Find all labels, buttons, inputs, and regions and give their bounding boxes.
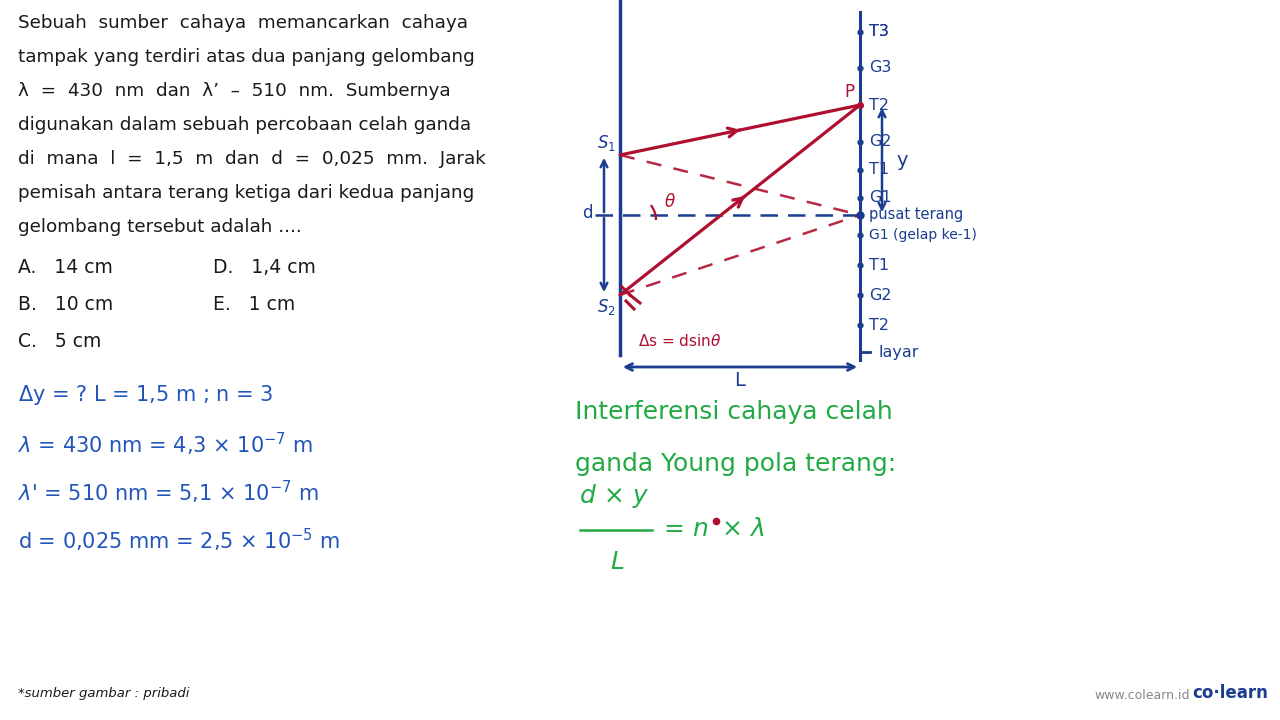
Text: $\lambda$ = 430 nm = 4,3 $\times$ 10$^{-7}$ m: $\lambda$ = 430 nm = 4,3 $\times$ 10$^{-… [18, 431, 312, 458]
Text: T3: T3 [869, 24, 888, 40]
Text: T2: T2 [869, 318, 890, 333]
Text: × λ: × λ [722, 517, 765, 541]
Text: C.   5 cm: C. 5 cm [18, 332, 101, 351]
Text: λ  =  430  nm  dan  λ’  –  510  nm.  Sumbernya: λ = 430 nm dan λ’ – 510 nm. Sumbernya [18, 82, 451, 100]
Text: tampak yang terdiri atas dua panjang gelombang: tampak yang terdiri atas dua panjang gel… [18, 48, 475, 66]
Text: B.   10 cm: B. 10 cm [18, 295, 113, 314]
Text: d: d [582, 204, 593, 222]
Text: $S_1$: $S_1$ [596, 133, 616, 153]
Text: $S_2$: $S_2$ [598, 297, 616, 317]
Text: G1 (gelap ke-1): G1 (gelap ke-1) [869, 228, 977, 242]
Text: digunakan dalam sebuah percobaan celah ganda: digunakan dalam sebuah percobaan celah g… [18, 116, 471, 134]
Text: co·learn: co·learn [1192, 684, 1268, 702]
Text: G3: G3 [869, 60, 891, 76]
Text: E.   1 cm: E. 1 cm [212, 295, 296, 314]
Text: T2: T2 [869, 97, 890, 112]
Text: L: L [611, 550, 625, 574]
Text: d = 0,025 mm = 2,5 $\times$ 10$^{-5}$ m: d = 0,025 mm = 2,5 $\times$ 10$^{-5}$ m [18, 527, 340, 554]
Text: $\lambda$' = 510 nm = 5,1 $\times$ 10$^{-7}$ m: $\lambda$' = 510 nm = 5,1 $\times$ 10$^{… [18, 479, 319, 506]
Text: $\theta$: $\theta$ [664, 193, 676, 211]
Text: D.   1,4 cm: D. 1,4 cm [212, 258, 316, 277]
Text: pusat terang: pusat terang [869, 207, 964, 222]
Text: T1: T1 [869, 258, 890, 272]
Text: L: L [735, 371, 745, 390]
Text: G2: G2 [869, 287, 891, 302]
Text: P: P [844, 83, 854, 101]
Text: $\Delta$y = ? L = 1,5 m ; n = 3: $\Delta$y = ? L = 1,5 m ; n = 3 [18, 383, 274, 407]
Text: Sebuah  sumber  cahaya  memancarkan  cahaya: Sebuah sumber cahaya memancarkan cahaya [18, 14, 468, 32]
Text: Interferensi cahaya celah: Interferensi cahaya celah [575, 400, 892, 424]
Text: $\Delta$s = dsin$\theta$: $\Delta$s = dsin$\theta$ [637, 333, 722, 349]
Text: T3: T3 [869, 24, 888, 40]
Text: = n: = n [664, 517, 709, 541]
Text: gelombang tersebut adalah ....: gelombang tersebut adalah .... [18, 218, 302, 236]
Text: G1: G1 [869, 191, 892, 205]
Text: ganda Young pola terang:: ganda Young pola terang: [575, 452, 896, 476]
Text: di  mana  l  =  1,5  m  dan  d  =  0,025  mm.  Jarak: di mana l = 1,5 m dan d = 0,025 mm. Jara… [18, 150, 486, 168]
Text: T1: T1 [869, 163, 890, 178]
Text: d × y: d × y [580, 484, 648, 508]
Text: G2: G2 [869, 135, 891, 150]
Text: layar: layar [878, 344, 919, 359]
Text: www.colearn.id: www.colearn.id [1094, 689, 1190, 702]
Text: A.   14 cm: A. 14 cm [18, 258, 113, 277]
Text: *sumber gambar : pribadi: *sumber gambar : pribadi [18, 687, 189, 700]
Text: y: y [896, 150, 908, 169]
Text: pemisah antara terang ketiga dari kedua panjang: pemisah antara terang ketiga dari kedua … [18, 184, 475, 202]
